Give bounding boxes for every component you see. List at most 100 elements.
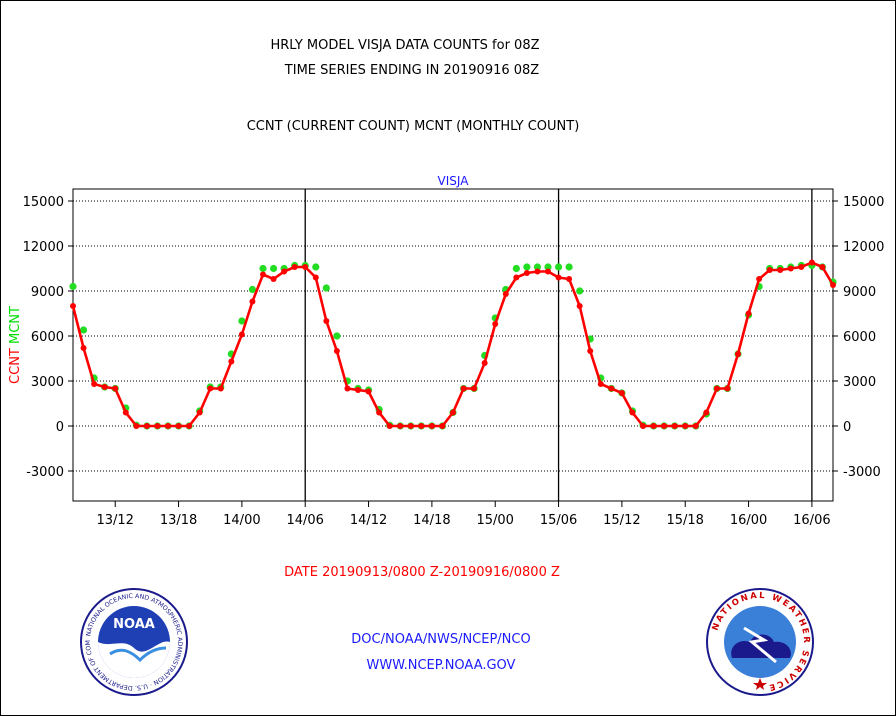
x-tick-label: 13/18 — [160, 513, 197, 528]
data-point-mcnt — [565, 263, 573, 271]
y-tick-label-right: 9000 — [843, 285, 876, 300]
data-point-mcnt — [512, 264, 520, 273]
data-point-ccnt — [281, 268, 288, 275]
x-tick-label: 15/12 — [603, 513, 640, 528]
data-point-ccnt — [481, 360, 488, 366]
data-point-ccnt — [428, 423, 435, 429]
org-label: DOC/NOAA/NWS/NCEP/NCO — [351, 632, 531, 647]
data-point-ccnt — [228, 358, 235, 365]
x-tick-label: 16/00 — [730, 513, 767, 528]
x-tick-label: 14/06 — [286, 513, 323, 528]
y-tick-label-left: -3000 — [26, 465, 64, 480]
data-point-ccnt — [692, 423, 699, 429]
data-point-ccnt — [355, 387, 361, 393]
data-point-ccnt — [291, 264, 298, 270]
data-point-ccnt — [397, 423, 404, 429]
chart-title: VISJA — [438, 174, 470, 188]
data-point-ccnt — [798, 264, 805, 270]
data-point-mcnt — [312, 263, 320, 271]
y-tick-label-left: 12000 — [23, 240, 64, 255]
y-tick-label-left: 9000 — [31, 285, 64, 300]
data-point-ccnt — [766, 267, 773, 273]
plot-frame — [72, 188, 834, 502]
data-point-ccnt — [217, 385, 224, 392]
data-point-ccnt — [260, 271, 266, 278]
y-tick-label-left: 3000 — [31, 375, 64, 390]
x-tick-label: 15/18 — [666, 513, 703, 528]
y-tick-label-right: -3000 — [843, 465, 881, 480]
x-tick-label: 15/00 — [476, 513, 513, 528]
data-point-mcnt — [69, 282, 77, 291]
data-point-ccnt — [724, 385, 731, 392]
data-point-ccnt — [101, 384, 108, 390]
data-point-ccnt — [186, 423, 193, 429]
data-point-ccnt — [196, 409, 203, 416]
data-point-ccnt — [629, 409, 636, 416]
y-tick-label-right: 3000 — [843, 375, 876, 390]
data-point-ccnt — [70, 303, 76, 309]
series-line-ccnt — [71, 261, 835, 428]
y-tick-label-right: 6000 — [843, 330, 876, 345]
data-point-mcnt — [533, 263, 542, 271]
data-point-ccnt — [640, 423, 646, 429]
data-point-mcnt — [554, 263, 563, 271]
data-point-ccnt — [756, 276, 763, 282]
website-link[interactable]: WWW.NCEP.NOAA.GOV — [366, 658, 516, 673]
y-tick-label-right: 12000 — [843, 240, 884, 255]
data-point-ccnt — [439, 423, 446, 429]
data-point-ccnt — [492, 321, 499, 327]
y-axis-label: CCNT MCNT — [8, 306, 23, 384]
data-point-ccnt — [270, 276, 277, 282]
data-point-mcnt — [248, 285, 257, 294]
data-point-ccnt — [333, 348, 340, 354]
data-point-ccnt — [787, 265, 794, 272]
header-title-line3: CCNT (CURRENT COUNT) MCNT (MONTHLY COUNT… — [246, 119, 580, 134]
data-point-ccnt — [165, 423, 171, 429]
data-point-ccnt — [112, 385, 119, 392]
data-point-ccnt — [407, 423, 414, 429]
y-tick-label-left: 15000 — [23, 195, 64, 210]
data-point-ccnt — [703, 409, 710, 416]
x-tick-label: 14/18 — [413, 513, 450, 528]
data-point-ccnt — [175, 423, 182, 429]
noaa-logo-label: NOAA — [113, 617, 155, 632]
data-point-ccnt — [154, 423, 161, 429]
nws-logo: NATIONAL WEATHER SERVICE — [706, 588, 814, 696]
x-tick-label: 13/12 — [96, 513, 133, 528]
data-point-ccnt — [91, 381, 98, 387]
data-point-ccnt — [608, 385, 615, 392]
data-point-ccnt — [661, 423, 668, 429]
date-range-label: DATE 20190913/0800 Z-20190916/0800 Z — [284, 565, 560, 580]
data-point-ccnt — [513, 274, 520, 281]
data-point-ccnt — [534, 268, 541, 275]
data-point-mcnt — [238, 317, 246, 325]
data-point-ccnt — [830, 282, 836, 288]
data-point-ccnt — [808, 259, 815, 266]
data-point-mcnt — [544, 263, 552, 271]
data-point-ccnt — [618, 390, 625, 396]
data-point-ccnt — [671, 423, 678, 429]
data-point-ccnt — [471, 385, 478, 392]
data-point-ccnt — [122, 409, 129, 416]
data-point-ccnt — [682, 423, 689, 429]
data-point-mcnt — [269, 264, 278, 273]
data-point-ccnt — [80, 345, 87, 351]
y-axis-label-ccnt: CCNT — [8, 348, 23, 384]
data-point-ccnt — [523, 270, 530, 276]
data-point-ccnt — [344, 385, 351, 392]
data-point-ccnt — [502, 291, 509, 297]
data-point-ccnt — [650, 423, 657, 429]
data-point-mcnt — [576, 287, 584, 295]
data-point-ccnt — [555, 274, 562, 281]
data-point-ccnt — [545, 268, 551, 275]
y-axis-label-mcnt: MCNT — [8, 306, 23, 348]
data-point-ccnt — [587, 348, 594, 354]
data-point-ccnt — [745, 310, 752, 317]
data-point-ccnt — [576, 303, 583, 309]
x-tick-label: 16/06 — [793, 513, 830, 528]
y-tick-label-right: 0 — [843, 420, 851, 435]
data-point-ccnt — [312, 274, 319, 281]
y-tick-label-left: 6000 — [31, 330, 64, 345]
data-point-ccnt — [460, 385, 467, 392]
